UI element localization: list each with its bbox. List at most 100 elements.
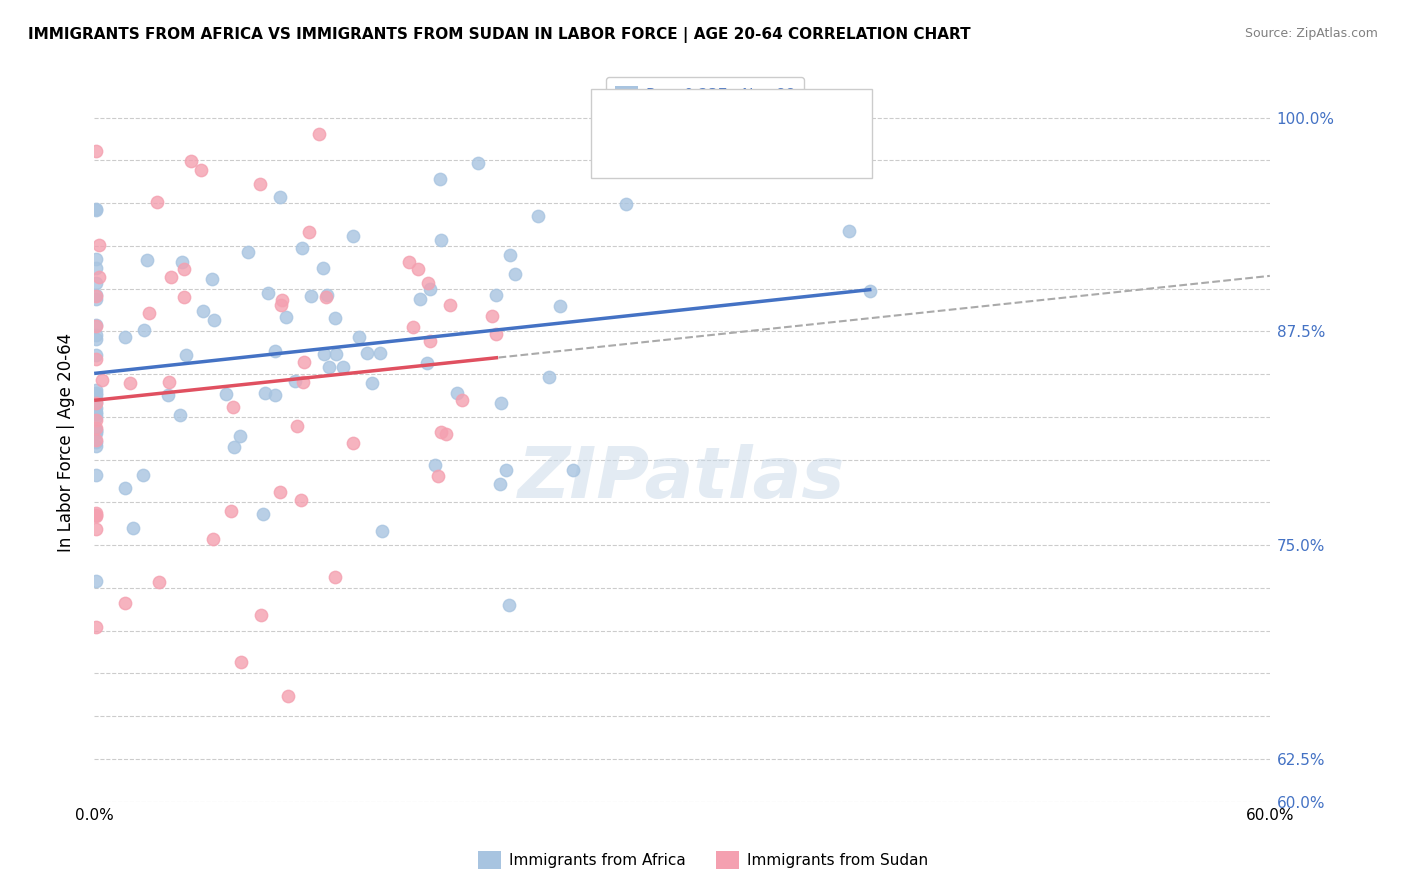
Immigrants from Africa	[84, 423, 107, 437]
Legend: R =  0.237   N = 88, R = -0.23   N = 58: R = 0.237 N = 88, R = -0.23 N = 58	[606, 77, 804, 138]
Immigrants from Africa	[84, 288, 107, 302]
Immigrants from Africa	[409, 292, 432, 306]
Immigrants from Africa	[136, 252, 159, 267]
Immigrants from Africa	[84, 277, 107, 291]
Immigrants from Africa	[467, 156, 489, 170]
Immigrants from Sudan	[290, 493, 312, 508]
Immigrants from Sudan	[84, 506, 107, 520]
Immigrants from Africa	[291, 241, 314, 255]
Immigrants from Africa	[84, 434, 107, 449]
Immigrants from Africa	[325, 346, 347, 360]
Immigrants from Africa	[191, 304, 214, 318]
Immigrants from Africa	[84, 383, 107, 397]
Immigrants from Sudan	[84, 620, 107, 634]
Immigrants from Africa	[498, 248, 520, 262]
Immigrants from Sudan	[84, 508, 107, 522]
Immigrants from Africa	[489, 476, 512, 491]
Immigrants from Africa	[84, 407, 107, 421]
Text: ZIPatlas: ZIPatlas	[519, 444, 845, 513]
Immigrants from Africa	[156, 388, 179, 402]
Immigrants from Africa	[498, 598, 520, 612]
Immigrants from Africa	[84, 348, 107, 362]
Immigrants from Africa	[503, 267, 526, 281]
Immigrants from Sudan	[485, 326, 508, 341]
Immigrants from Sudan	[219, 504, 242, 518]
Immigrants from Sudan	[315, 290, 337, 304]
Immigrants from Africa	[84, 405, 107, 419]
Immigrants from Sudan	[416, 276, 439, 290]
Immigrants from Africa	[419, 281, 441, 295]
Immigrants from Africa	[838, 224, 860, 238]
Immigrants from Africa	[84, 332, 107, 346]
Immigrants from Africa	[491, 396, 513, 410]
Immigrants from Africa	[132, 468, 155, 483]
Immigrants from Sudan	[285, 419, 308, 434]
Immigrants from Africa	[356, 346, 378, 360]
Immigrants from Sudan	[277, 689, 299, 703]
Immigrants from Africa	[84, 202, 107, 216]
Immigrants from Africa	[264, 344, 287, 359]
Immigrants from Africa	[114, 329, 136, 343]
Immigrants from Africa	[269, 190, 291, 204]
Immigrants from Sudan	[427, 469, 450, 483]
Immigrants from Sudan	[114, 597, 136, 611]
Immigrants from Sudan	[450, 392, 472, 407]
Immigrants from Africa	[484, 288, 506, 302]
Immigrants from Sudan	[202, 533, 225, 547]
Immigrants from Sudan	[84, 433, 107, 447]
Immigrants from Sudan	[308, 127, 330, 141]
Immigrants from Sudan	[323, 570, 346, 584]
Immigrants from Africa	[360, 376, 382, 390]
Immigrants from Sudan	[434, 427, 457, 442]
Immigrants from Africa	[312, 261, 335, 276]
Immigrants from Africa	[526, 209, 548, 223]
Immigrants from Sudan	[84, 289, 107, 303]
Immigrants from Sudan	[84, 420, 107, 434]
Immigrants from Sudan	[406, 261, 429, 276]
Immigrants from Africa	[318, 359, 340, 374]
Immigrants from Sudan	[481, 309, 503, 323]
Immigrants from Africa	[84, 401, 107, 416]
Immigrants from Africa	[425, 458, 447, 472]
Immigrants from Africa	[430, 233, 453, 247]
Immigrants from Africa	[224, 440, 246, 454]
Immigrants from Africa	[84, 292, 107, 306]
Immigrants from Africa	[84, 395, 107, 409]
Immigrants from Africa	[84, 388, 107, 402]
Immigrants from Africa	[201, 272, 224, 286]
Immigrants from Sudan	[120, 376, 142, 390]
Immigrants from Sudan	[231, 655, 253, 669]
Immigrants from Sudan	[84, 318, 107, 333]
Immigrants from Sudan	[138, 306, 160, 320]
Y-axis label: In Labor Force | Age 20-64: In Labor Force | Age 20-64	[58, 333, 75, 552]
Immigrants from Africa	[314, 347, 336, 361]
Immigrants from Sudan	[84, 351, 107, 366]
Immigrants from Sudan	[173, 262, 195, 277]
Immigrants from Sudan	[190, 163, 212, 178]
Immigrants from Africa	[202, 312, 225, 326]
Immigrants from Sudan	[271, 293, 294, 307]
Immigrants from Sudan	[291, 375, 314, 389]
Immigrants from Sudan	[89, 238, 111, 252]
Immigrants from Africa	[349, 330, 371, 344]
Immigrants from Africa	[284, 374, 307, 388]
Immigrants from Sudan	[90, 373, 112, 387]
Immigrants from Africa	[370, 524, 392, 538]
Immigrants from Sudan	[292, 355, 315, 369]
Immigrants from Africa	[561, 463, 583, 477]
Immigrants from Sudan	[342, 436, 364, 450]
Immigrants from Africa	[495, 463, 517, 477]
Immigrants from Africa	[537, 370, 560, 384]
Immigrants from Sudan	[157, 375, 180, 389]
Immigrants from Africa	[172, 255, 194, 269]
Immigrants from Africa	[257, 285, 280, 300]
Immigrants from Africa	[84, 439, 107, 453]
Immigrants from Africa	[253, 386, 276, 401]
Immigrants from Africa	[429, 172, 451, 186]
Immigrants from Africa	[169, 409, 191, 423]
Immigrants from Africa	[229, 428, 252, 442]
Immigrants from Africa	[132, 323, 155, 337]
Immigrants from Sudan	[398, 255, 420, 269]
Immigrants from Sudan	[173, 290, 195, 304]
Immigrants from Sudan	[84, 508, 107, 523]
